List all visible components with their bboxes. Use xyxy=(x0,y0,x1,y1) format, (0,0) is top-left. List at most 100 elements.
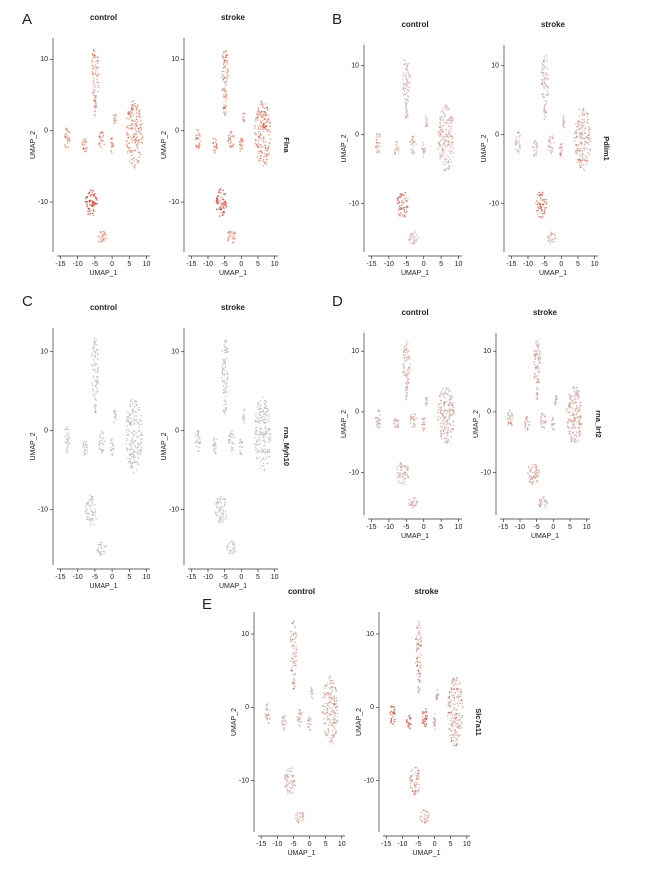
cell-dot xyxy=(132,157,134,160)
panel-title: stroke xyxy=(221,303,246,312)
cell-dot xyxy=(65,127,68,129)
cell-dot xyxy=(539,196,542,198)
cell-dot xyxy=(423,152,425,154)
cell-dot xyxy=(67,146,70,148)
cell-dot xyxy=(437,408,440,411)
y-axis-label: UMAP_2 xyxy=(356,708,363,736)
cell-dot xyxy=(256,458,259,461)
cell-dot xyxy=(127,415,129,418)
cell-dot xyxy=(265,153,268,156)
cell-dot xyxy=(576,404,578,407)
y-tick-label: 0 xyxy=(175,128,179,135)
cell-dot xyxy=(426,817,429,819)
cell-dot xyxy=(132,120,135,122)
cell-dot xyxy=(542,75,544,77)
cell-dot xyxy=(262,113,265,115)
cell-dot xyxy=(86,511,88,513)
cell-dot xyxy=(68,140,71,143)
cell-dot xyxy=(133,410,136,413)
cell-dot xyxy=(125,437,128,440)
cell-dot xyxy=(535,209,538,212)
cell-dot xyxy=(544,110,547,113)
cell-dot xyxy=(448,125,450,128)
cell-dot xyxy=(227,70,229,72)
cell-dot xyxy=(543,96,546,99)
cell-dot xyxy=(228,138,230,141)
cell-dot xyxy=(409,235,411,238)
cell-dot xyxy=(408,350,410,352)
y-tick-label: 10 xyxy=(40,349,48,356)
cell-dot xyxy=(389,712,391,714)
cell-dot xyxy=(544,73,546,76)
cell-dot xyxy=(396,202,399,204)
cell-dot xyxy=(418,622,421,624)
cell-dot xyxy=(446,434,448,437)
cell-dot xyxy=(445,108,448,111)
cell-dot xyxy=(578,395,580,398)
cell-dot xyxy=(137,422,139,425)
cell-dot xyxy=(455,744,458,747)
cell-dot xyxy=(92,91,95,93)
cell-dot xyxy=(578,149,581,152)
cell-dot xyxy=(549,142,552,144)
cell-dot xyxy=(97,370,99,372)
cell-dot xyxy=(112,114,115,117)
cell-dot xyxy=(532,480,535,483)
cell-dot xyxy=(224,369,226,371)
cell-dot xyxy=(282,727,285,729)
cell-dot xyxy=(223,358,226,361)
cell-dot xyxy=(138,151,140,153)
cell-dot xyxy=(450,127,453,130)
cell-dot xyxy=(256,441,259,443)
cell-dot xyxy=(583,118,586,121)
cell-dot xyxy=(222,361,225,364)
cell-dot xyxy=(336,715,339,718)
cell-dot xyxy=(397,426,400,429)
cell-dot xyxy=(445,426,448,429)
cell-dot xyxy=(459,734,462,737)
cell-dot xyxy=(91,364,93,367)
cell-dot xyxy=(580,147,582,150)
cell-dot xyxy=(128,118,130,120)
cell-dot xyxy=(85,501,88,504)
cell-dot xyxy=(397,420,399,423)
cell-dot xyxy=(212,149,215,151)
cell-dot xyxy=(334,717,337,720)
cell-dot xyxy=(437,148,440,150)
cell-dot xyxy=(425,121,427,123)
cell-dot xyxy=(228,235,230,238)
cell-dot xyxy=(266,717,268,720)
cell-dot xyxy=(390,706,392,709)
cell-dot xyxy=(539,353,541,356)
cell-dot xyxy=(135,400,137,403)
cell-dot xyxy=(226,73,229,76)
cell-dot xyxy=(285,721,287,723)
cell-dot xyxy=(216,202,218,204)
cell-dot xyxy=(448,422,450,425)
cell-dot xyxy=(126,418,128,421)
cell-dot xyxy=(223,201,225,204)
cell-dot xyxy=(533,142,535,145)
cell-dot xyxy=(269,429,271,431)
cell-dot xyxy=(538,367,540,370)
cell-dot xyxy=(293,682,296,684)
cell-dot xyxy=(458,681,461,684)
cell-dot xyxy=(222,511,225,513)
cell-dot xyxy=(533,155,536,157)
cell-dot xyxy=(413,237,416,240)
cell-dot xyxy=(553,232,556,235)
cell-dot xyxy=(217,208,219,211)
cell-dot xyxy=(454,712,456,715)
cell-dot xyxy=(577,398,580,400)
cell-dot xyxy=(509,409,511,411)
cell-dot xyxy=(578,435,581,437)
cell-dot xyxy=(100,146,103,149)
cell-dot xyxy=(295,645,298,648)
cell-dot xyxy=(575,407,578,410)
cell-dot xyxy=(413,784,416,786)
cell-dot xyxy=(575,131,577,134)
cell-dot xyxy=(109,442,112,444)
cell-dot xyxy=(197,147,200,150)
cell-dot xyxy=(130,442,133,445)
cell-dot xyxy=(196,145,199,147)
